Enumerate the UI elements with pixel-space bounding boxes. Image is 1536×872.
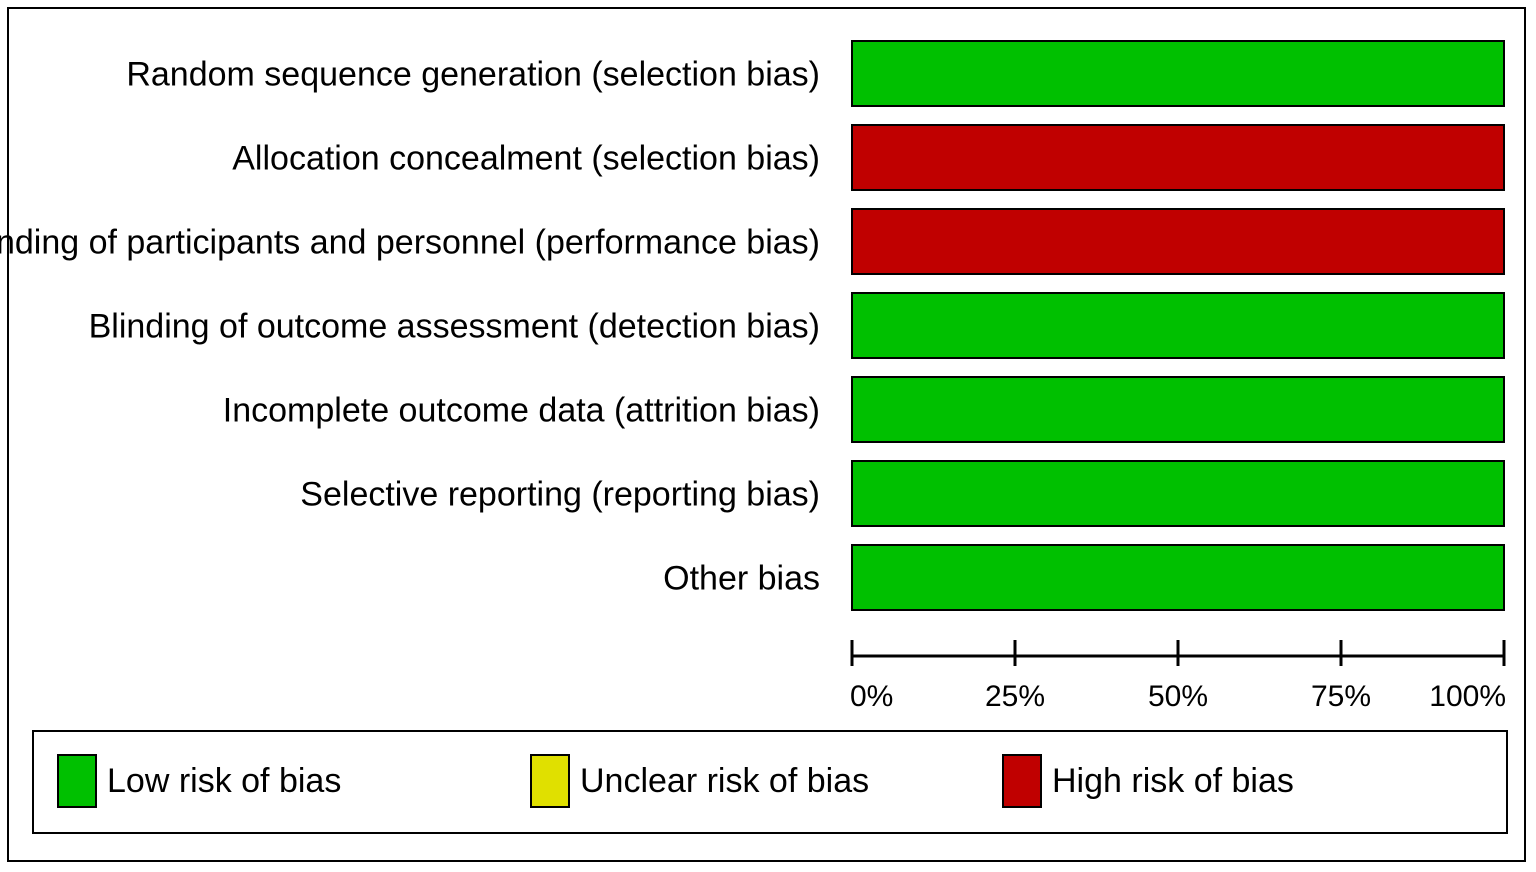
bar-segment xyxy=(851,376,1505,443)
legend-swatch-high xyxy=(1002,754,1042,808)
x-tick-label: 75% xyxy=(1311,680,1371,713)
category-label: Selective reporting (reporting bias) xyxy=(300,476,820,514)
legend-swatch-unclear xyxy=(530,754,570,808)
legend-swatch-low xyxy=(57,754,97,808)
x-tick-label: 100% xyxy=(1429,680,1506,713)
category-label: Other bias xyxy=(663,560,820,598)
bar-segment xyxy=(851,544,1505,611)
category-label: Incomplete outcome data (attrition bias) xyxy=(223,392,820,430)
category-label: Blinding of outcome assessment (detectio… xyxy=(89,308,820,346)
legend-item-unclear: Unclear risk of bias xyxy=(530,752,869,810)
bar-segment xyxy=(851,292,1505,359)
bar-segment xyxy=(851,208,1505,275)
bar-segment xyxy=(851,460,1505,527)
x-tick-label: 0% xyxy=(850,680,893,713)
category-label: Blinding of participants and personnel (… xyxy=(0,224,820,262)
legend: Low risk of bias Unclear risk of bias Hi… xyxy=(32,730,1508,834)
legend-label-low: Low risk of bias xyxy=(107,761,342,800)
legend-item-low: Low risk of bias xyxy=(57,752,341,810)
x-tick-label: 50% xyxy=(1148,680,1208,713)
legend-label-high: High risk of bias xyxy=(1052,761,1294,800)
category-label: Allocation concealment (selection bias) xyxy=(232,140,820,178)
category-label: Random sequence generation (selection bi… xyxy=(126,56,820,94)
legend-item-high: High risk of bias xyxy=(1002,752,1294,810)
bar-segment xyxy=(851,40,1505,107)
legend-label-unclear: Unclear risk of bias xyxy=(580,761,870,800)
bar-segment xyxy=(851,124,1505,191)
x-tick-label: 25% xyxy=(985,680,1045,713)
